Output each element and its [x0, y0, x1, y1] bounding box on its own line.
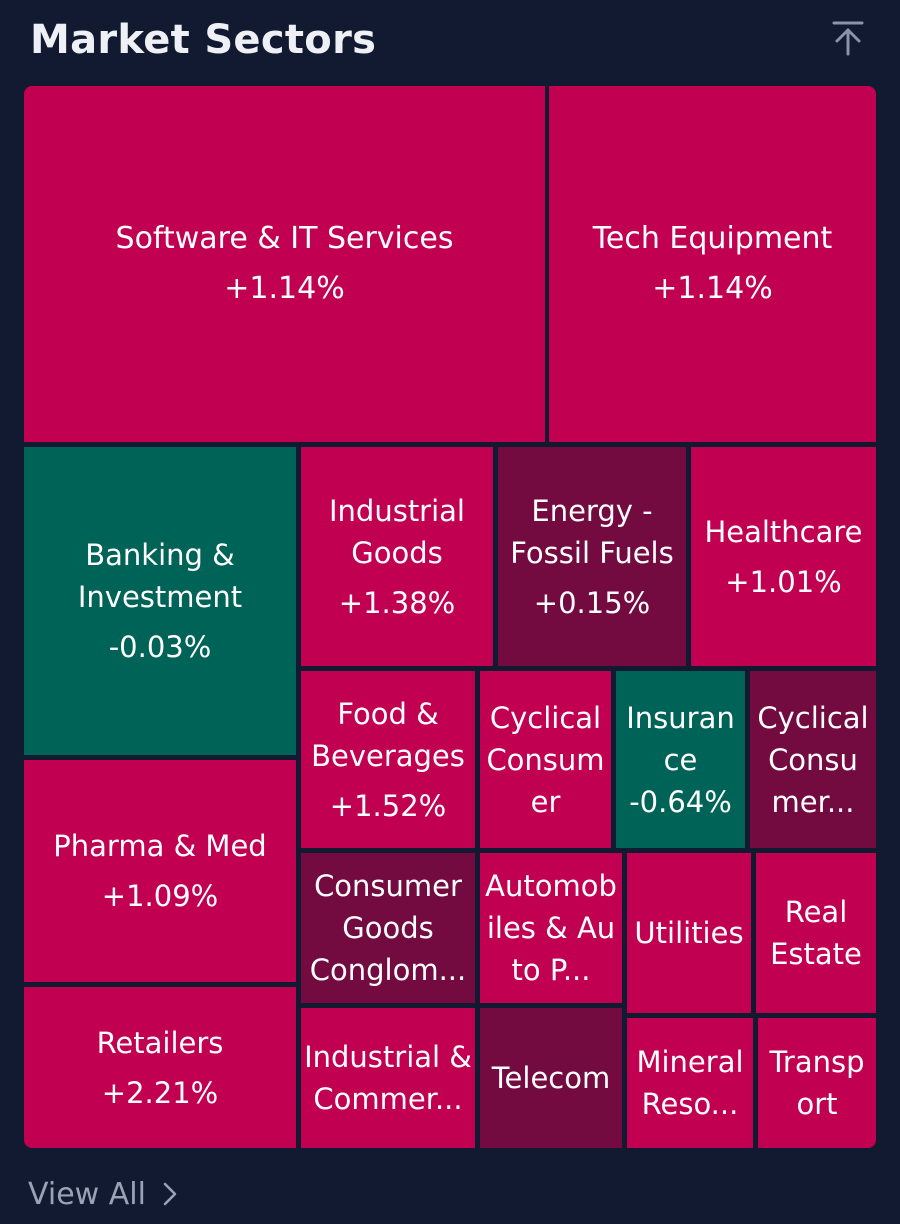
sector-name: Banking & Investment [77, 538, 243, 614]
sector-tech-equipment[interactable]: Tech Equipment +1.14% [549, 86, 876, 442]
sector-industrial-goods[interactable]: Industrial Goods +1.38% [301, 447, 493, 666]
sector-pharma-med[interactable]: Pharma & Med +1.09% [24, 760, 296, 982]
sector-name: Food & Beverages [311, 696, 465, 773]
sector-change: +1.14% [652, 271, 773, 306]
sector-name: Automobiles & Auto P... [485, 869, 617, 987]
sector-name: Retailers [96, 1025, 224, 1060]
sector-name: Cyclical Consumer... [757, 700, 869, 819]
sector-transport[interactable]: Transport [758, 1018, 876, 1148]
sector-name: Cyclical Consumer [486, 700, 605, 819]
sector-change: +1.01% [725, 564, 842, 599]
chevron-right-icon [163, 1182, 177, 1206]
sector-automobiles-auto-parts[interactable]: Automobiles & Auto P... [480, 853, 622, 1003]
sector-name: Transport [769, 1045, 865, 1121]
sector-food-beverages[interactable]: Food & Beverages +1.52% [301, 671, 475, 848]
sector-cyclical-consumer-services[interactable]: Cyclical Consumer... [750, 671, 876, 848]
sector-name: Utilities [634, 916, 744, 950]
view-all-label: View All [28, 1176, 146, 1212]
page-title: Market Sectors [30, 17, 377, 63]
sector-change: +1.09% [101, 879, 219, 913]
sector-change: -0.03% [108, 630, 212, 664]
sector-treemap: Software & IT Services +1.14% Tech Equip… [24, 86, 876, 1148]
scroll-to-top-button[interactable] [826, 16, 870, 60]
sector-name: Tech Equipment [592, 221, 833, 256]
sector-cyclical-consumer[interactable]: Cyclical Consumer [480, 671, 611, 848]
sector-industrial-commercial-services[interactable]: Industrial & Commer... [301, 1008, 475, 1148]
sector-consumer-goods-conglomerates[interactable]: Consumer Goods Conglom... [301, 853, 475, 1003]
sector-change: +2.21% [101, 1075, 219, 1110]
sector-utilities[interactable]: Utilities [627, 853, 751, 1013]
sector-name: Energy - Fossil Fuels [510, 493, 674, 570]
sector-name: Insurance [626, 700, 735, 777]
arrow-up-to-line-icon [832, 21, 864, 56]
sector-name: Industrial & Commer... [304, 1040, 472, 1116]
sector-insurance[interactable]: Insurance -0.64% [616, 671, 745, 848]
sector-change: -0.64% [629, 784, 732, 819]
sector-name: Mineral Reso... [636, 1045, 744, 1121]
sector-healthcare[interactable]: Healthcare +1.01% [691, 447, 876, 666]
sector-mineral-resources[interactable]: Mineral Reso... [627, 1018, 753, 1148]
sector-real-estate[interactable]: Real Estate [756, 853, 876, 1013]
sector-change: +1.38% [338, 585, 456, 620]
sector-change: +1.52% [329, 788, 447, 823]
sector-banking-investment[interactable]: Banking & Investment -0.03% [24, 447, 296, 755]
view-all-link[interactable]: View All [28, 1170, 178, 1218]
sector-retailers[interactable]: Retailers +2.21% [24, 987, 296, 1148]
sector-energy-fossil-fuels[interactable]: Energy - Fossil Fuels +0.15% [498, 447, 686, 666]
sector-telecom[interactable]: Telecom [480, 1008, 622, 1148]
sector-change: +1.14% [224, 271, 345, 306]
sector-name: Real Estate [770, 895, 862, 971]
sector-name: Consumer Goods Conglom... [309, 869, 467, 987]
sector-name: Software & IT Services [115, 221, 454, 256]
sector-change: +0.15% [533, 585, 651, 620]
sector-name: Healthcare [704, 514, 863, 549]
header: Market Sectors [30, 14, 870, 66]
sector-software-it-services[interactable]: Software & IT Services +1.14% [24, 86, 545, 442]
sector-name: Industrial Goods [328, 493, 465, 570]
sector-name: Pharma & Med [53, 829, 267, 863]
sector-name: Telecom [491, 1061, 611, 1095]
